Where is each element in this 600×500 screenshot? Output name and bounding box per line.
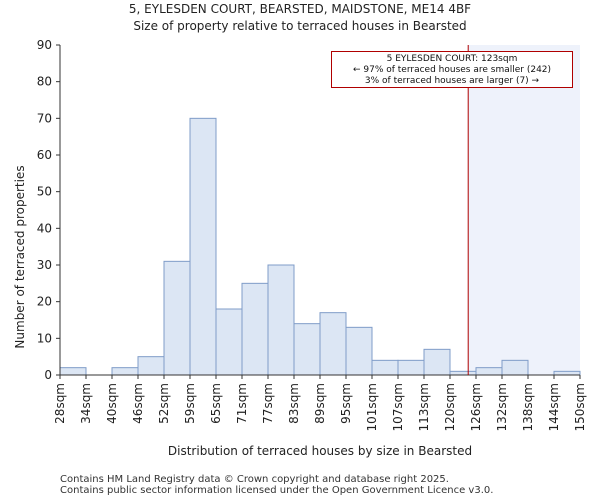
x-tick-label: 59sqm xyxy=(183,383,197,424)
x-tick-label: 95sqm xyxy=(339,383,353,424)
y-axis-label: Number of terraced properties xyxy=(13,165,27,349)
x-tick-label: 83sqm xyxy=(287,383,301,424)
histogram-bar xyxy=(501,359,529,376)
histogram-bar xyxy=(59,367,87,376)
x-tick-label: 77sqm xyxy=(261,383,275,424)
footer-line-1: Contains HM Land Registry data © Crown c… xyxy=(60,474,449,485)
histogram-bar xyxy=(423,348,451,376)
y-tick-label: 20 xyxy=(37,295,52,309)
x-tick-label: 46sqm xyxy=(131,383,145,424)
y-tick-label: 50 xyxy=(37,185,52,199)
histogram-bar xyxy=(163,260,191,376)
x-tick-label: 144sqm xyxy=(547,383,561,431)
histogram-bar xyxy=(397,359,425,376)
x-tick-label: 150sqm xyxy=(573,383,587,431)
y-tick-label: 40 xyxy=(37,221,52,235)
x-tick-label: 120sqm xyxy=(443,383,457,431)
histogram-bar xyxy=(137,356,165,376)
x-tick-label: 101sqm xyxy=(365,383,379,431)
chart-subtitle: Size of property relative to terraced ho… xyxy=(133,19,467,33)
annotation-box: 5 EYLESDEN COURT: 123sqm ← 97% of terrac… xyxy=(331,51,573,88)
annotation-line-2: ← 97% of terraced houses are smaller (24… xyxy=(352,65,552,75)
histogram-bar xyxy=(319,312,347,376)
larger-region-shade xyxy=(468,45,580,375)
histogram-bar xyxy=(215,308,243,376)
x-tick-label: 126sqm xyxy=(469,383,483,431)
histogram-bar xyxy=(449,370,477,376)
x-tick-label: 71sqm xyxy=(235,383,249,424)
y-tick-label: 60 xyxy=(37,148,52,162)
x-tick-label: 28sqm xyxy=(53,383,67,424)
histogram-bar xyxy=(241,282,269,376)
histogram-bar xyxy=(553,370,581,376)
y-tick-label: 30 xyxy=(37,258,52,272)
x-tick-label: 65sqm xyxy=(209,383,223,424)
annotation-line-3: 3% of terraced houses are larger (7) → xyxy=(364,76,540,86)
x-axis-label: Distribution of terraced houses by size … xyxy=(167,444,473,458)
x-tick-label: 138sqm xyxy=(521,383,535,431)
histogram-bar xyxy=(371,359,399,376)
y-tick-label: 90 xyxy=(37,38,52,52)
y-tick-label: 0 xyxy=(44,368,52,382)
histogram-bar xyxy=(345,326,373,376)
histogram-bar xyxy=(111,367,139,376)
histogram-bar xyxy=(267,264,295,376)
x-tick-label: 89sqm xyxy=(313,383,327,424)
histogram-bar xyxy=(293,323,321,376)
footer-line-2: Contains public sector information licen… xyxy=(60,485,494,496)
x-tick-label: 40sqm xyxy=(105,383,119,424)
y-tick-label: 70 xyxy=(37,111,52,125)
histogram-bar xyxy=(475,367,503,376)
chart-title: 5, EYLESDEN COURT, BEARSTED, MAIDSTONE, … xyxy=(128,2,472,16)
x-tick-label: 34sqm xyxy=(79,383,93,424)
y-tick-label: 80 xyxy=(37,75,52,89)
annotation-line-1: 5 EYLESDEN COURT: 123sqm xyxy=(386,54,518,64)
x-tick-label: 107sqm xyxy=(391,383,405,431)
x-tick-label: 132sqm xyxy=(495,383,509,431)
x-tick-label: 52sqm xyxy=(157,383,171,424)
x-tick-label: 113sqm xyxy=(417,383,431,431)
histogram-bar xyxy=(189,117,217,376)
y-tick-label: 10 xyxy=(37,331,52,345)
